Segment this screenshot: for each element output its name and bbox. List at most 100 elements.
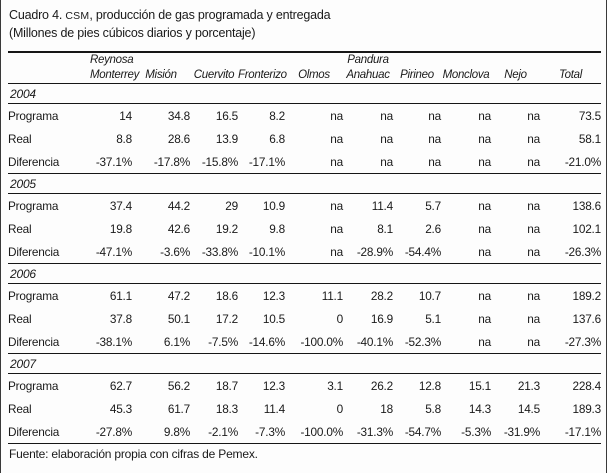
column-header-line2: Total [558,69,582,81]
column-header-line1 [491,53,540,68]
column-header-line1 [190,53,238,68]
row-label: Programa [8,108,59,123]
table-cell-pandura-anahuac: na [380,131,393,146]
column-header-olmos: Olmos [285,52,343,84]
table-cell-total: -27.3% [564,334,601,349]
table-header: Reynosa Monterrey Misión Cuervito Fronter… [8,52,601,84]
table-cell-pandura-anahuac: 26.2 [370,378,393,393]
row-label: Programa [8,198,59,213]
table-row-2004-diferencia: Diferencia -37.1% -17.8% -15.8% -17.1% na na na… [8,150,601,174]
year-label: 2005 [8,173,601,194]
table-row-2005-diferencia: Diferencia -47.1% -3.6% -33.8% -10.1% na -28.9… [8,240,601,264]
table-cell-pirineo: 5.8 [425,401,441,416]
table-row-2005-programa: Programa 37.4 44.2 29 10.9 na 11.4 5.7 na na 138.6 [8,194,601,218]
table-cell-mision: 50.1 [167,311,190,326]
table-cell-pandura-anahuac: na [380,154,393,169]
table-cell-fronterizo: 11.4 [263,401,285,416]
table-cell-monclova: na [478,311,491,326]
table-cell-olmos: 3.1 [327,378,343,393]
table-cell-cuervito: 19.2 [215,221,238,236]
row-label: Real [8,401,32,416]
table-cell-olmos: na [330,131,343,146]
source-note: Fuente: elaboración propia con cifras de… [9,447,258,461]
table-cell-fronterizo: 12.3 [262,378,285,393]
table-cell-olmos: 11.1 [321,288,343,303]
table-cell-nejo: 14.5 [517,401,540,416]
table-cell-nejo: na [527,131,540,146]
table-cell-reynosa-monterrey: -37.1% [95,154,132,169]
table-cell-cuervito: 17.2 [215,311,238,326]
row-label: Diferencia [8,244,60,259]
table-cell-nejo: 21.3 [517,378,540,393]
table-cell-fronterizo: -10.1% [248,244,285,259]
table-cell-mision: 34.8 [167,108,190,123]
table-cell-monclova: na [478,108,491,123]
table-cell-nejo: -31.9% [503,424,540,439]
table-cell-nejo: na [527,244,540,259]
table-cell-pirineo: 12.8 [418,378,441,393]
table-cell-fronterizo: 9.8 [269,221,285,236]
table-subtitle: (Millones de pies cúbicos diarios y porc… [9,26,256,40]
column-header-line2: Monclova [442,69,490,81]
column-header-line1 [285,53,343,68]
year-row: 2007 [8,353,601,374]
column-header-cuervito: Cuervito [190,52,238,84]
table-cell-pirineo: -52.3% [404,334,441,349]
column-header-line1 [238,53,285,68]
column-header-line1 [441,53,491,68]
table-cell-total: -17.1% [564,424,601,439]
table-cell-reynosa-monterrey: -38.1% [95,334,132,349]
table-cell-mision: 28.6 [167,131,190,146]
table-row-2006-real: Real 37.8 50.1 17.2 10.5 0 16.9 5.1 na na 137.6 [8,307,601,330]
column-header-line2: Monterrey [90,69,140,81]
column-header-line1: Pandura [347,54,389,66]
table-cell-nejo: na [527,198,540,213]
column-header-line2: Olmos [298,69,330,81]
table-cell-olmos: na [330,221,343,236]
table-header-row: Reynosa Monterrey Misión Cuervito Fronter… [8,52,601,84]
column-header-pandura-anahuac: Pandura Anahuac [343,52,393,84]
table-cell-monclova: na [478,198,491,213]
table-cell-reynosa-monterrey: 45.3 [109,401,132,416]
table-cell-mision: 47.2 [167,288,190,303]
table-cell-olmos: na [330,244,343,259]
table-cell-fronterizo: 10.9 [262,198,285,213]
title-suffix: , producción de gas programada y entrega… [89,8,331,22]
row-label: Diferencia [8,424,60,439]
table-cell-nejo: na [527,334,540,349]
table-cell-pirineo: 2.6 [425,221,441,236]
row-label: Real [8,311,32,326]
column-header-reynosa-monterrey: Reynosa Monterrey [90,52,140,84]
table-cell-nejo: na [527,108,540,123]
column-header-line1 [132,53,190,68]
year-row: 2005 [8,173,601,194]
table-cell-total: -21.0% [564,154,601,169]
column-header-nejo: Nejo [491,52,540,84]
table-cell-reynosa-monterrey: 37.4 [109,198,132,213]
table-cell-pirineo: -54.7% [404,424,441,439]
column-header-line1: Reynosa [90,54,134,66]
row-label: Programa [8,378,59,393]
table-cell-fronterizo: -17.1% [248,154,285,169]
table-cell-cuervito: -15.8% [201,154,238,169]
table-row-2006-programa: Programa 61.1 47.2 18.6 12.3 11.1 28.2 10.7 na na… [8,284,601,308]
table-cell-nejo: na [527,288,540,303]
year-section-2007: 2007 Programa 62.7 56.2 18.7 12.3 3.1 26.2 12.8 1… [8,353,601,444]
table-cell-cuervito: 18.6 [215,288,238,303]
table-cell-pandura-anahuac: -28.9% [356,244,393,259]
column-header-line2: Pirineo [400,69,434,81]
table-cell-pirineo: na [428,131,441,146]
table-row-2004-real: Real 8.8 28.6 13.9 6.8 na na na na na 58.1 [8,127,601,150]
table-cell-pandura-anahuac: -31.3% [356,424,393,439]
year-section-2005: 2005 Programa 37.4 44.2 29 10.9 na 11.4 5.7 na na 1… [8,173,601,264]
row-label: Programa [8,288,59,303]
year-label: 2007 [8,353,601,374]
table-cell-reynosa-monterrey: -27.8% [95,424,132,439]
table-cell-nejo: na [527,311,540,326]
column-header-line2: Nejo [504,69,527,81]
table-row-2006-diferencia: Diferencia -38.1% 6.1% -7.5% -14.6% -100.0% -4… [8,330,601,354]
corner-cell [8,52,90,84]
year-label: 2004 [8,83,601,104]
column-header-pirineo: Pirineo [393,52,441,84]
